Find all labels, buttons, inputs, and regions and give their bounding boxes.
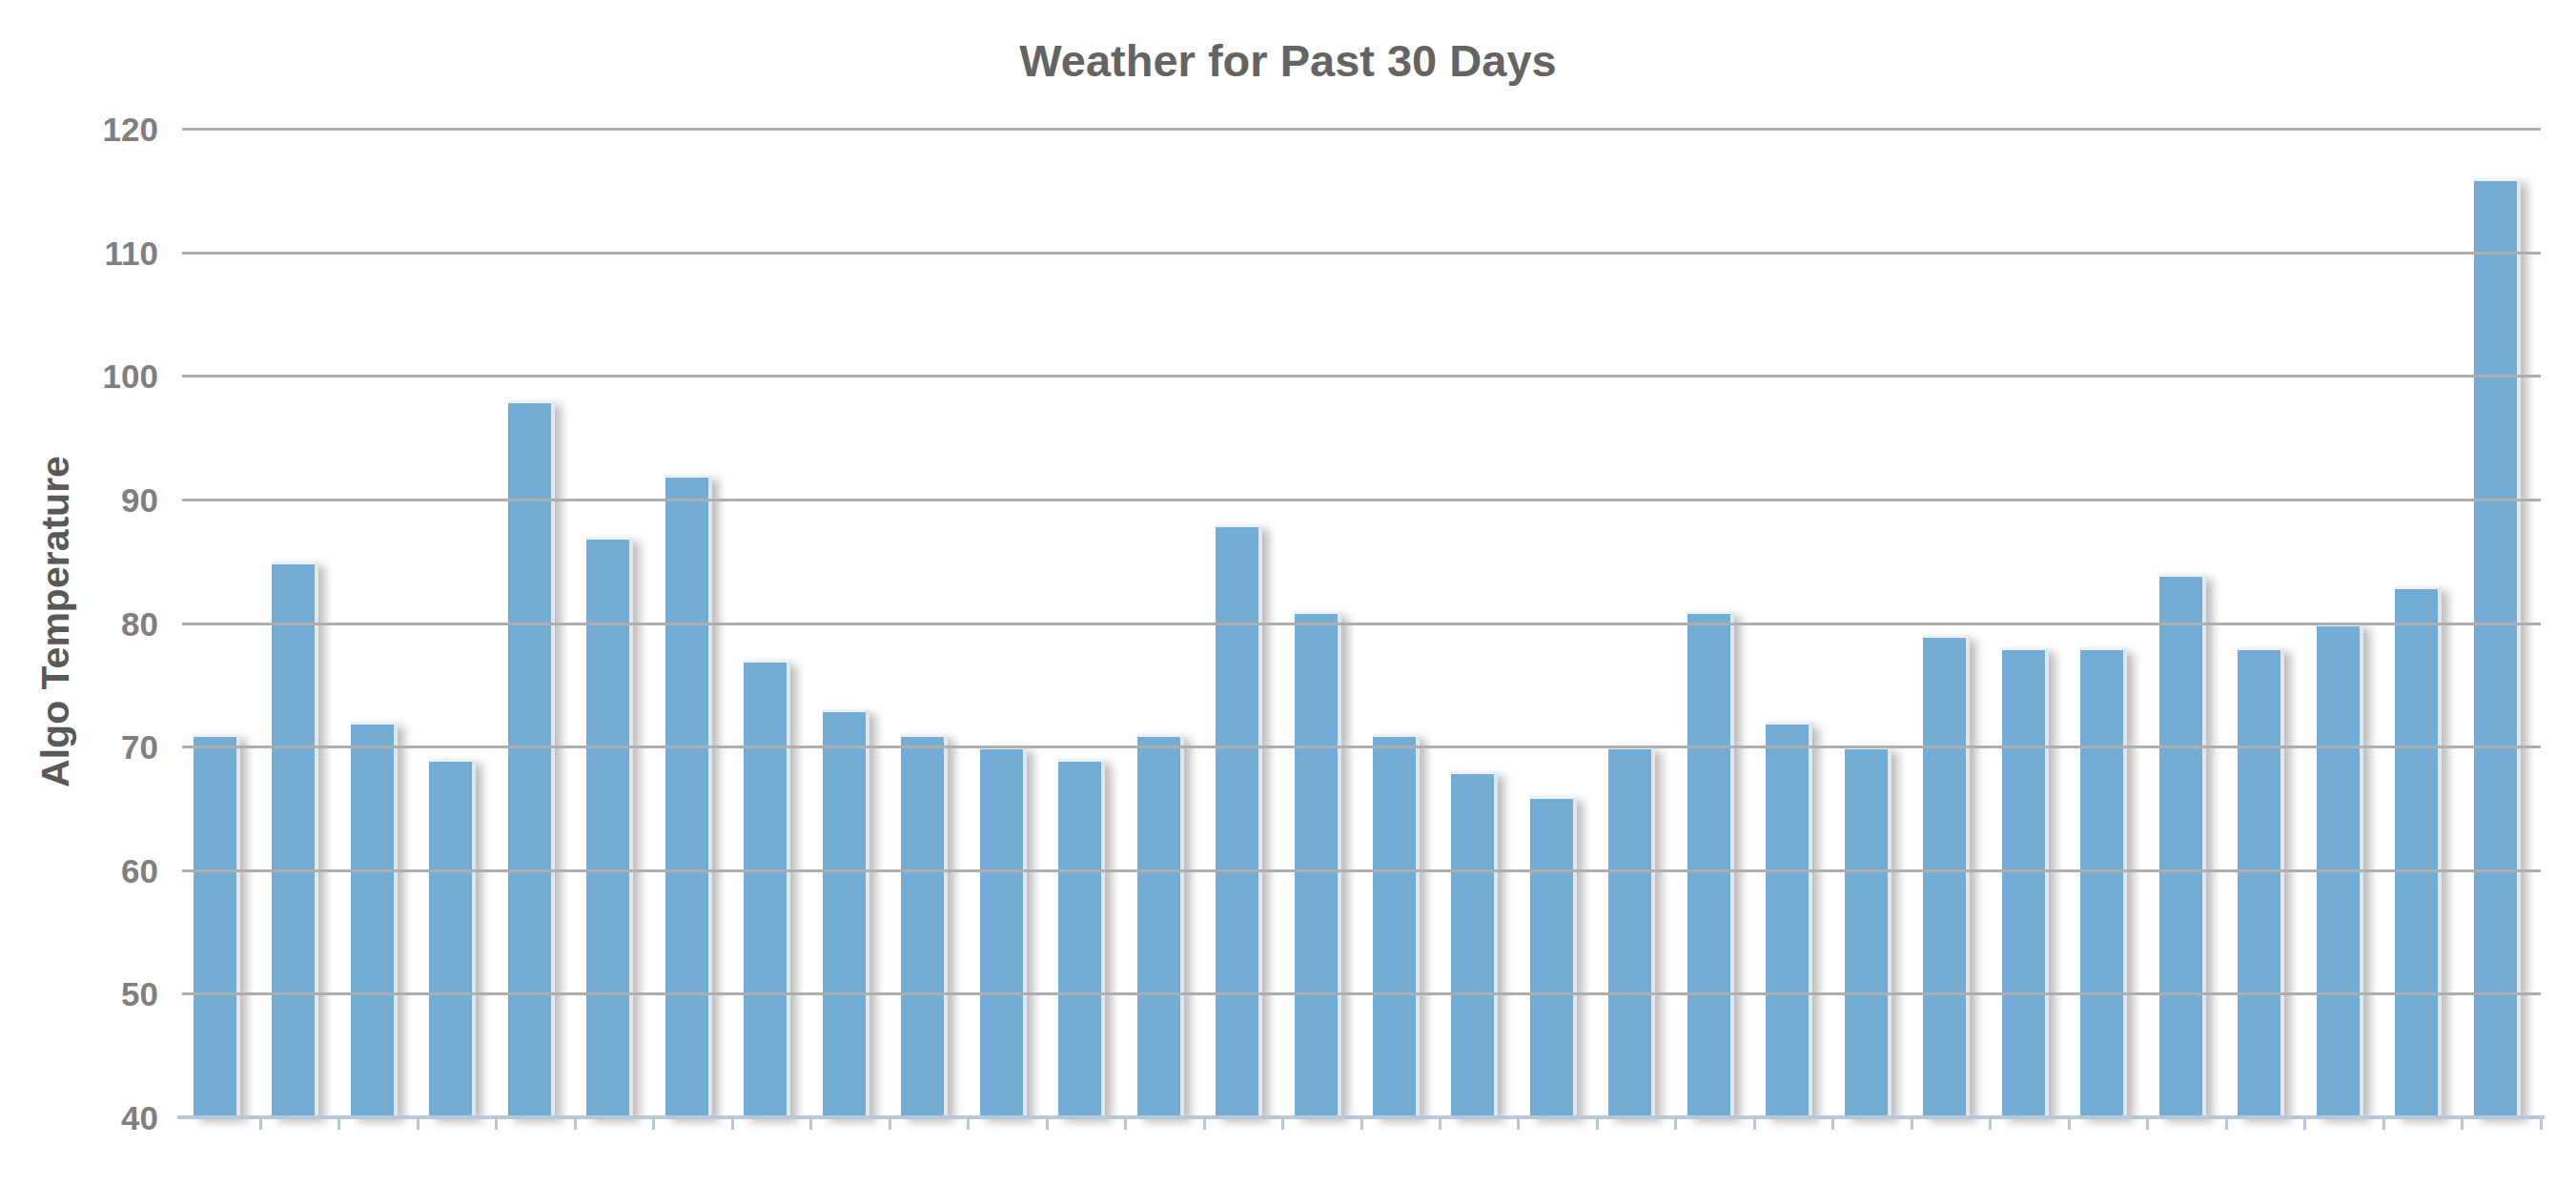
bar-day-10[interactable] xyxy=(901,734,948,1117)
gridline-y-110 xyxy=(182,252,2541,255)
y-tick-label-50: 50 xyxy=(0,977,158,1011)
y-tick-label-100: 100 xyxy=(0,359,158,393)
bar-day-5[interactable] xyxy=(508,400,555,1117)
y-tick-label-90: 90 xyxy=(0,483,158,517)
bar-day-13[interactable] xyxy=(1137,734,1184,1117)
bar-day-1[interactable] xyxy=(194,734,240,1117)
y-tick-label-60: 60 xyxy=(0,854,158,888)
y-tick-label-80: 80 xyxy=(0,607,158,641)
chart-title: Weather for Past 30 Days xyxy=(0,34,2576,87)
bar-day-7[interactable] xyxy=(665,475,712,1117)
bar-day-30[interactable] xyxy=(2474,178,2521,1117)
bar-day-4[interactable] xyxy=(429,759,476,1117)
bar-day-19[interactable] xyxy=(1608,746,1655,1117)
bar-day-20[interactable] xyxy=(1687,611,1734,1117)
gridline-y-80 xyxy=(182,623,2541,625)
y-tick-label-40: 40 xyxy=(0,1101,158,1134)
bar-day-23[interactable] xyxy=(1923,635,1970,1117)
bar-day-2[interactable] xyxy=(272,562,318,1117)
bar-day-22[interactable] xyxy=(1845,746,1891,1117)
bar-day-17[interactable] xyxy=(1451,771,1498,1117)
y-tick-label-110: 110 xyxy=(0,236,158,270)
bar-chart: Weather for Past 30 Days Algo Temperatur… xyxy=(0,0,2576,1185)
bar-day-11[interactable] xyxy=(980,746,1027,1117)
bar-day-9[interactable] xyxy=(823,709,869,1117)
y-tick-label-70: 70 xyxy=(0,730,158,764)
bar-day-29[interactable] xyxy=(2395,586,2442,1117)
bar-day-27[interactable] xyxy=(2238,647,2284,1117)
bar-day-3[interactable] xyxy=(351,722,398,1117)
gridline-y-90 xyxy=(182,499,2541,501)
gridline-y-120 xyxy=(182,128,2541,131)
bar-day-24[interactable] xyxy=(2002,647,2049,1117)
bar-day-14[interactable] xyxy=(1216,524,1262,1117)
x-axis-line xyxy=(177,1115,2545,1119)
bar-day-25[interactable] xyxy=(2080,647,2127,1117)
gridline-y-100 xyxy=(182,375,2541,378)
bar-day-21[interactable] xyxy=(1766,722,1812,1117)
gridline-y-70 xyxy=(182,746,2541,748)
bar-day-16[interactable] xyxy=(1373,734,1420,1117)
bar-day-15[interactable] xyxy=(1295,611,1341,1117)
bar-day-12[interactable] xyxy=(1058,759,1105,1117)
y-tick-label-120: 120 xyxy=(0,112,158,146)
plot-area xyxy=(182,129,2541,1117)
bar-day-26[interactable] xyxy=(2159,574,2206,1117)
gridline-y-50 xyxy=(182,992,2541,995)
bar-day-8[interactable] xyxy=(744,660,790,1117)
gridline-y-60 xyxy=(182,869,2541,872)
bar-day-18[interactable] xyxy=(1530,796,1577,1117)
